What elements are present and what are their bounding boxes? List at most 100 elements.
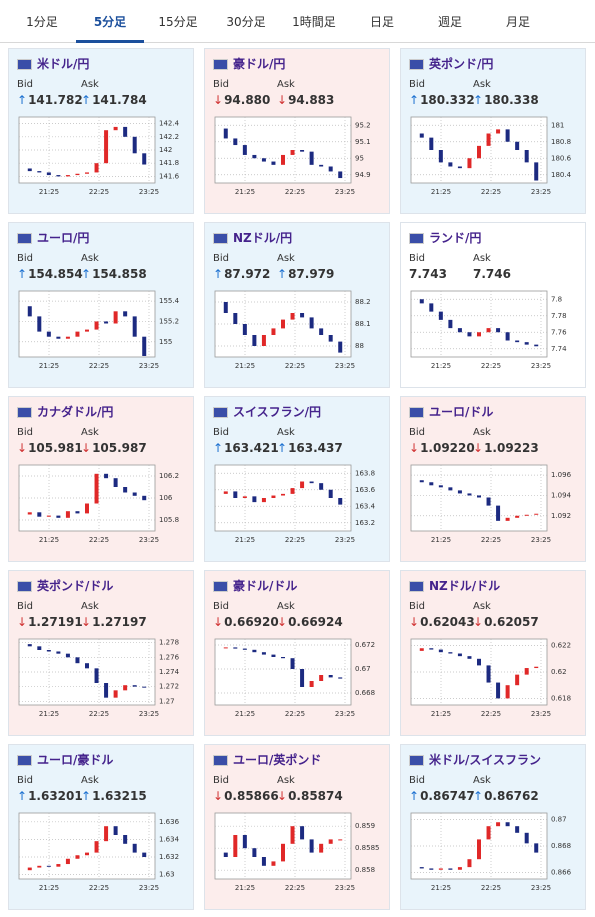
candle bbox=[290, 488, 295, 494]
tab[interactable]: 5分足 bbox=[76, 0, 144, 43]
candle bbox=[27, 644, 32, 647]
y-tick-label: 155.2 bbox=[159, 317, 179, 325]
rate-card[interactable]: カナダドル/円 Bid Ask ↓105.981 ↓105.987 106.2 106 105… bbox=[8, 396, 194, 562]
candle bbox=[85, 503, 89, 514]
candle bbox=[233, 835, 238, 857]
rate-card[interactable]: スイスフラン/円 Bid Ask ↑163.421 ↑163.437 163.8 163.6… bbox=[204, 396, 390, 562]
x-tick-label: 22:25 bbox=[285, 884, 305, 892]
tab[interactable]: 30分足 bbox=[226, 15, 266, 29]
bid-number: 0.66920 bbox=[224, 615, 279, 629]
rate-card[interactable]: NZドル/ドル Bid Ask ↓0.62043 ↓0.62057 0.622 0.62 0.… bbox=[400, 570, 586, 736]
bid-number: 1.09220 bbox=[420, 441, 475, 455]
bid-value: 7.743 bbox=[409, 267, 447, 281]
candle bbox=[515, 340, 520, 343]
plot-area bbox=[214, 116, 352, 184]
rate-card[interactable]: 豪ドル/ドル Bid Ask ↓0.66920 ↓0.66924 0.672 0.67 0.6… bbox=[204, 570, 390, 736]
bid-value: ↑163.421 bbox=[213, 441, 279, 455]
candle bbox=[281, 843, 285, 862]
bid-value: ↑154.854 bbox=[17, 267, 83, 281]
ask-value: ↓105.987 bbox=[81, 441, 147, 455]
candle bbox=[75, 855, 80, 859]
pair-title: 英ポンド/円 bbox=[429, 57, 494, 71]
pair-title: 英ポンド/ドル bbox=[37, 579, 114, 593]
candle bbox=[457, 867, 462, 870]
flag-icon bbox=[409, 233, 424, 244]
candle bbox=[467, 656, 472, 659]
flag-icon bbox=[213, 755, 228, 766]
bid-number: 154.854 bbox=[28, 267, 83, 281]
candle bbox=[477, 332, 481, 337]
flag-icon bbox=[409, 407, 424, 418]
candle bbox=[261, 652, 266, 655]
candle bbox=[477, 495, 481, 498]
rate-card[interactable]: ユーロ/円 Bid Ask ↑154.854 ↑154.858 155.4 155.2 155… bbox=[8, 222, 194, 388]
ask-label: Ask bbox=[473, 427, 491, 438]
y-tick-label: 0.866 bbox=[551, 868, 572, 876]
candle bbox=[142, 495, 147, 501]
trend-arrow: ↑ bbox=[81, 93, 92, 107]
y-tick-label: 1.278 bbox=[159, 639, 179, 647]
plot-area bbox=[18, 116, 156, 184]
trend-arrow: ↓ bbox=[473, 615, 484, 629]
x-tick-label: 23:25 bbox=[139, 710, 159, 718]
x-tick-label: 23:25 bbox=[531, 710, 551, 718]
x-tick-label: 22:25 bbox=[481, 884, 501, 892]
rate-card[interactable]: 豪ドル/円 Bid Ask ↓94.880 ↓94.883 95.2 95.1 95 94.9 2… bbox=[204, 48, 390, 214]
ask-number: 0.85874 bbox=[288, 789, 343, 803]
bid-number: 105.981 bbox=[28, 441, 83, 455]
bid-number: 94.880 bbox=[224, 93, 271, 107]
tab[interactable]: 日足 bbox=[369, 15, 394, 29]
candle bbox=[524, 342, 529, 345]
ask-label: Ask bbox=[81, 253, 99, 264]
y-tick-label: 7.78 bbox=[551, 312, 567, 320]
candle bbox=[477, 145, 481, 159]
candle bbox=[300, 826, 305, 840]
rate-card[interactable]: ユーロ/豪ドル Bid Ask ↑1.63201 ↑1.63215 1.636 1.634 1… bbox=[8, 744, 194, 910]
mini-chart: 142.4 142.2 142 141.8 141.6 21:25 22:25 23:25 bbox=[18, 116, 180, 196]
tab[interactable]: 月足 bbox=[505, 15, 530, 29]
bid-label: Bid bbox=[409, 601, 425, 612]
bid-value: ↑1.63201 bbox=[17, 789, 83, 803]
ask-number: 105.987 bbox=[92, 441, 147, 455]
rate-card[interactable]: ユーロ/英ポンド Bid Ask ↓0.85866 ↓0.85874 0.859 0.858… bbox=[204, 744, 390, 910]
bid-label: Bid bbox=[409, 253, 425, 264]
y-tick-label: 163.6 bbox=[355, 486, 376, 494]
candle bbox=[271, 861, 276, 866]
rate-card[interactable]: NZドル/円 Bid Ask ↑87.972 ↑87.979 88.2 88.1 88 21:2… bbox=[204, 222, 390, 388]
rate-card[interactable]: 米ドル/円 Bid Ask ↑141.782 ↑141.784 142.4 142.2 142… bbox=[8, 48, 194, 214]
tab[interactable]: 1時間足 bbox=[292, 15, 336, 29]
bid-value: ↓0.62043 bbox=[409, 615, 475, 629]
rate-card[interactable]: ランド/円 Bid Ask 7.743 7.746 7.8 7.78 7.76 7.74 21:2… bbox=[400, 222, 586, 388]
y-tick-label: 0.672 bbox=[355, 641, 375, 649]
y-tick-label: 163.8 bbox=[355, 469, 375, 477]
candle bbox=[281, 657, 285, 659]
bid-value: ↑0.86747 bbox=[409, 789, 475, 803]
rate-card[interactable]: 英ポンド/ドル Bid Ask ↓1.27191 ↓1.27197 1.278 1.276 1… bbox=[8, 570, 194, 736]
x-tick-label: 22:25 bbox=[89, 188, 109, 196]
candle bbox=[457, 490, 462, 494]
plot-area bbox=[18, 290, 156, 358]
candle bbox=[271, 328, 276, 335]
candle bbox=[242, 324, 247, 335]
candle bbox=[300, 313, 305, 318]
candle bbox=[132, 685, 137, 687]
y-tick-label: 7.74 bbox=[551, 345, 567, 353]
candle bbox=[132, 316, 137, 337]
candle bbox=[515, 141, 520, 150]
x-tick-label: 23:25 bbox=[139, 536, 159, 544]
rate-card[interactable]: 英ポンド/円 Bid Ask ↑180.332 ↑180.338 181 180.8 180.… bbox=[400, 48, 586, 214]
rate-card[interactable]: 米ドル/スイスフラン Bid Ask ↑0.86747 ↑0.86762 0.87 0.86… bbox=[400, 744, 586, 910]
tab[interactable]: 15分足 bbox=[158, 15, 198, 29]
x-tick-label: 23:25 bbox=[139, 884, 159, 892]
x-tick-label: 21:25 bbox=[431, 536, 451, 544]
candle bbox=[75, 173, 80, 176]
rate-card[interactable]: ユーロ/ドル Bid Ask ↓1.09220 ↓1.09223 1.096 1.094 1.… bbox=[400, 396, 586, 562]
tab[interactable]: 週足 bbox=[437, 15, 462, 29]
flag-icon bbox=[213, 59, 228, 70]
x-tick-label: 22:25 bbox=[481, 188, 501, 196]
candle bbox=[261, 335, 266, 346]
tab[interactable]: 1分足 bbox=[26, 15, 58, 29]
ask-number: 141.784 bbox=[92, 93, 147, 107]
candle bbox=[223, 852, 228, 857]
candle bbox=[457, 328, 462, 333]
